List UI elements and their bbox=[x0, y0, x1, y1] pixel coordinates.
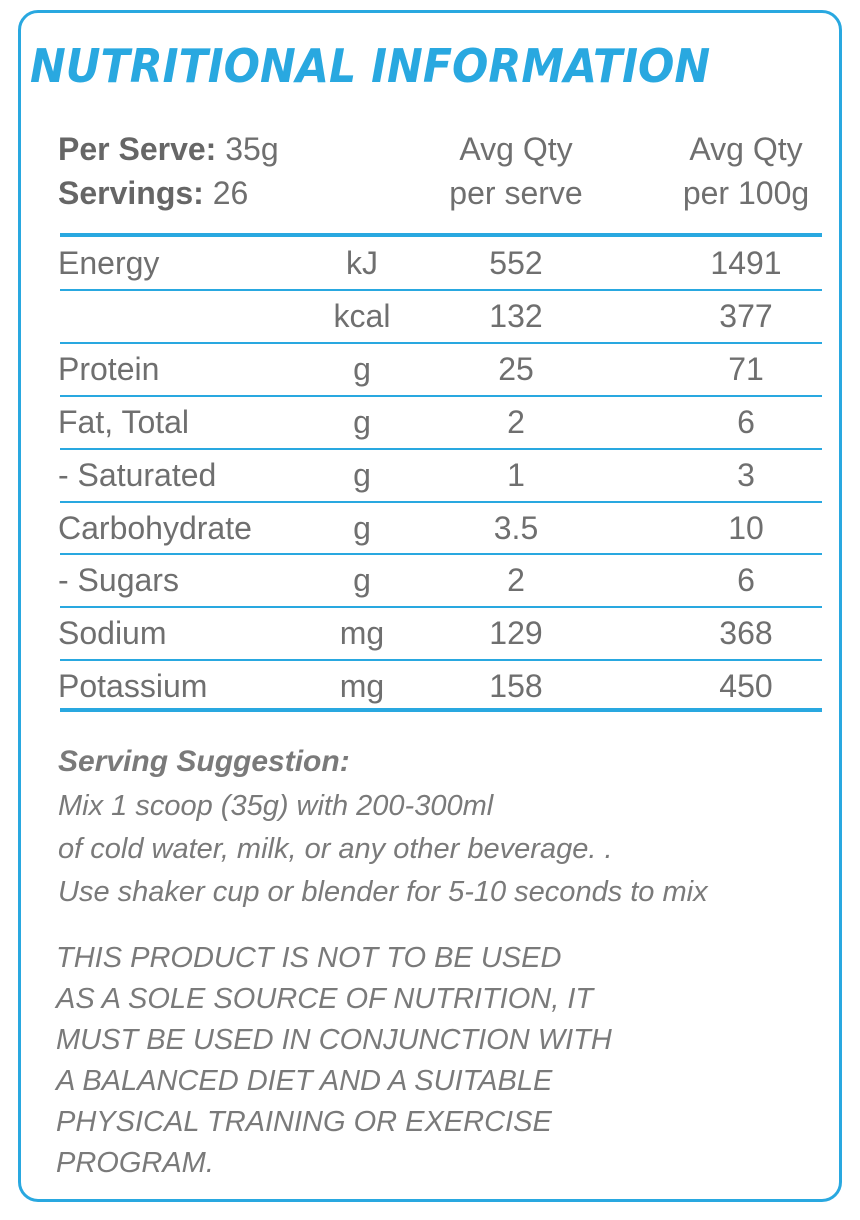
value-per-100g: 450 bbox=[719, 668, 773, 705]
table-row: Sodium mg 129 368 bbox=[0, 607, 860, 659]
column-header-per-100g-line1: Avg Qty bbox=[689, 131, 803, 167]
disclaimer-line: THIS PRODUCT IS NOT TO BE USED bbox=[56, 942, 562, 974]
disclaimer-line: PHYSICAL TRAINING OR EXERCISE bbox=[56, 1106, 552, 1138]
nutrient-name: Protein bbox=[58, 350, 160, 387]
per-serve-line: Per Serve: 35g bbox=[58, 127, 279, 171]
nutrition-panel bbox=[18, 10, 842, 1202]
row-divider bbox=[60, 659, 822, 662]
value-per-100g: 6 bbox=[737, 403, 755, 440]
disclaimer-line: MUST BE USED IN CONJUNCTION WITH bbox=[56, 1024, 612, 1056]
servings-value: 26 bbox=[212, 175, 249, 211]
nutrient-name: Potassium bbox=[58, 668, 208, 705]
nutrient-name: Carbohydrate bbox=[58, 509, 252, 546]
serving-line-2: of cold water, milk, or any other bevera… bbox=[58, 833, 613, 865]
nutrient-unit: g bbox=[353, 456, 371, 493]
nutrient-unit: kJ bbox=[346, 245, 378, 281]
column-header-per-100g-line2: per 100g bbox=[682, 175, 810, 211]
nutrient-unit: mg bbox=[339, 668, 385, 705]
row-divider bbox=[60, 447, 822, 450]
value-per-serve: 158 bbox=[489, 668, 543, 705]
row-divider bbox=[60, 341, 822, 344]
servings-label: Servings: bbox=[58, 175, 204, 211]
nutrient-unit: kcal bbox=[333, 297, 391, 334]
disclaimer-line: PROGRAM. bbox=[56, 1147, 214, 1179]
servings-line: Servings: 26 bbox=[58, 171, 279, 215]
nutrient-unit: g bbox=[353, 403, 371, 440]
table-row: Carbohydrate g 3.5 10 bbox=[0, 502, 860, 554]
value-per-serve: 129 bbox=[489, 615, 543, 652]
serving-suggestion-heading: Serving Suggestion: bbox=[58, 745, 350, 778]
value-per-100g: 368 bbox=[719, 615, 773, 652]
table-row: - Saturated g 1 3 bbox=[0, 449, 860, 501]
nutrient-unit: g bbox=[353, 509, 371, 546]
value-per-100g: 6 bbox=[737, 562, 755, 599]
row-divider bbox=[60, 606, 822, 609]
serving-line-1: Mix 1 scoop (35g) with 200-300ml bbox=[58, 790, 494, 822]
table-row: kcal 132 377 bbox=[0, 290, 860, 342]
nutrient-name: Energy bbox=[58, 245, 160, 281]
value-per-serve: 25 bbox=[498, 350, 534, 387]
nutrient-unit: mg bbox=[339, 615, 385, 652]
table-row: Protein g 25 71 bbox=[0, 343, 860, 395]
nutrient-name: - Saturated bbox=[58, 456, 217, 493]
table-top-rule bbox=[60, 233, 822, 237]
value-per-serve: 3.5 bbox=[493, 509, 539, 546]
nutrient-unit: g bbox=[353, 562, 371, 599]
disclaimer-line: AS A SOLE SOURCE OF NUTRITION, IT bbox=[56, 983, 594, 1015]
column-header-per-serve: Avg Qty per serve bbox=[416, 127, 616, 215]
disclaimer-line: A BALANCED DIET AND A SUITABLE bbox=[56, 1065, 553, 1097]
value-per-100g: 1491 bbox=[710, 245, 782, 281]
value-per-serve: 2 bbox=[507, 403, 525, 440]
per-serve-value: 35g bbox=[225, 131, 279, 167]
column-header-per-serve-line1: Avg Qty bbox=[459, 131, 573, 167]
column-header-per-serve-line2: per serve bbox=[449, 175, 583, 211]
value-per-100g: 3 bbox=[737, 456, 755, 493]
value-per-100g: 377 bbox=[719, 297, 773, 334]
value-per-100g: 71 bbox=[728, 350, 764, 387]
column-header-per-100g: Avg Qty per 100g bbox=[646, 127, 846, 215]
value-per-serve: 552 bbox=[489, 245, 543, 281]
nutrient-name: Fat, Total bbox=[58, 403, 190, 440]
row-divider bbox=[60, 288, 822, 291]
value-per-serve: 1 bbox=[507, 456, 525, 493]
table-row: Energy kJ 552 1491 bbox=[0, 237, 860, 289]
row-divider bbox=[60, 394, 822, 397]
value-per-serve: 132 bbox=[489, 297, 543, 334]
value-per-100g: 10 bbox=[728, 509, 764, 546]
nutrient-name: Sodium bbox=[58, 615, 167, 652]
disclaimer: THIS PRODUCT IS NOT TO BE USED AS A SOLE… bbox=[56, 938, 612, 1184]
nutrient-unit: g bbox=[353, 350, 371, 387]
row-divider bbox=[60, 500, 822, 503]
value-per-serve: 2 bbox=[507, 562, 525, 599]
row-divider bbox=[60, 553, 822, 556]
table-row: Potassium mg 158 450 bbox=[0, 660, 860, 712]
serving-line-3: Use shaker cup or blender for 5-10 secon… bbox=[58, 876, 708, 908]
panel-title: NUTRITIONAL INFORMATION bbox=[30, 39, 711, 93]
serve-info: Per Serve: 35g Servings: 26 bbox=[58, 127, 279, 215]
table-row: - Sugars g 2 6 bbox=[0, 554, 860, 606]
table-row: Fat, Total g 2 6 bbox=[0, 396, 860, 448]
nutrient-name: - Sugars bbox=[58, 562, 179, 599]
table-bottom-rule bbox=[60, 708, 822, 712]
per-serve-label: Per Serve: bbox=[58, 131, 217, 167]
